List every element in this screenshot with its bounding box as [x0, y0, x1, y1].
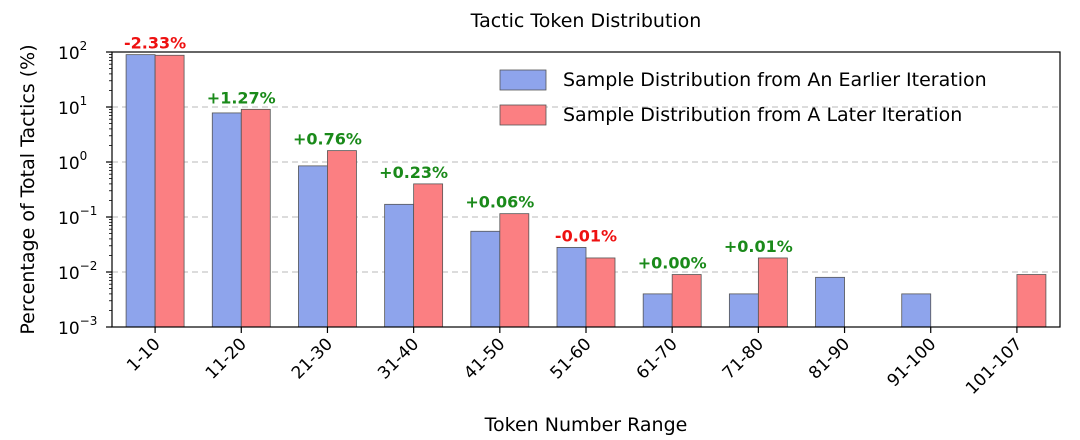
bar-later-21-30	[327, 150, 357, 328]
y-tick-base: 10	[58, 44, 80, 64]
bar-earlier-1-10	[125, 54, 156, 328]
y-tick-label: 101	[58, 94, 87, 119]
x-tick-label: 21-30	[288, 334, 337, 383]
x-tick-label: 71-80	[719, 334, 768, 383]
x-tick-label: 81-90	[805, 334, 854, 383]
x-tick-label: 51-60	[546, 334, 595, 383]
y-tick-exponent: 2	[80, 39, 88, 53]
annotations: -2.33% +1.27% +0.76% +0.23% +0.06% -0.01% +0.0…	[124, 34, 793, 273]
chart-title: Tactic Token Distribution	[470, 10, 702, 32]
x-tick-label: 31-40	[374, 334, 423, 383]
change-annotation: +0.00%	[638, 254, 707, 273]
change-annotation: +0.23%	[379, 163, 448, 182]
y-tick-base: 10	[58, 209, 80, 229]
bar-earlier-11-20	[211, 112, 242, 328]
bar-later-31-40	[413, 183, 444, 328]
bar-earlier-41-50	[470, 230, 501, 328]
bar-later-41-50	[499, 213, 530, 328]
legend-label: Sample Distribution from An Earlier Iter…	[563, 69, 987, 91]
x-axis-label: Token Number Range	[484, 414, 688, 436]
x-tick-label: 101-107	[962, 334, 1026, 398]
change-annotation: +0.76%	[293, 130, 362, 149]
y-tick-base: 10	[58, 264, 80, 284]
y-tick-label: 102	[58, 39, 87, 64]
y-tick-exponent: 0	[80, 149, 88, 163]
bar-earlier-61-70	[642, 293, 673, 328]
y-tick-label: 10−1	[58, 204, 97, 229]
change-annotation: -2.33%	[124, 34, 186, 53]
x-tick-label: 41-50	[460, 334, 509, 383]
bar-earlier-81-90	[815, 276, 845, 328]
bar-later-71-80	[757, 257, 788, 328]
y-tick-base: 10	[58, 154, 80, 174]
bar-earlier-91-100	[901, 293, 932, 328]
legend-swatch	[499, 69, 547, 91]
bar-later-11-20	[240, 108, 271, 328]
x-tick-label: 1-10	[123, 334, 164, 375]
legend-label: Sample Distribution from A Later Iterati…	[563, 104, 962, 126]
y-tick-base: 10	[58, 319, 80, 339]
bars	[125, 54, 1047, 328]
y-tick-label: 10−2	[58, 259, 97, 284]
y-tick-exponent: 1	[80, 94, 88, 108]
bar-later-61-70	[671, 274, 702, 328]
y-axis-label: Percentage of Total Tactics (%)	[17, 44, 39, 334]
change-annotation: +0.06%	[465, 193, 534, 212]
bar-earlier-51-60	[556, 247, 587, 328]
change-annotation: -0.01%	[555, 226, 617, 245]
change-annotation: +1.27%	[207, 88, 276, 107]
bar-later-51-60	[585, 257, 616, 328]
x-axis-ticks: 1-10 11-20 21-30 31-40 41-50 51-60 61-70 71-80 8…	[123, 327, 1026, 399]
legend: Sample Distribution from An Earlier Iter…	[499, 69, 987, 126]
bar-earlier-31-40	[384, 203, 415, 328]
y-tick-label: 10−3	[58, 314, 97, 339]
bar-earlier-71-80	[728, 293, 759, 328]
x-tick-label: 61-70	[633, 334, 682, 383]
x-tick-label: 11-20	[202, 334, 251, 383]
bar-later-101-107	[1016, 274, 1047, 328]
y-tick-exponent: −3	[80, 314, 98, 328]
y-tick-exponent: −2	[80, 259, 98, 273]
legend-swatch	[499, 104, 547, 126]
bar-earlier-21-30	[298, 165, 328, 328]
change-annotation: +0.01%	[724, 237, 793, 256]
bar-later-1-10	[154, 54, 185, 328]
x-tick-label: 91-100	[884, 334, 941, 391]
y-tick-label: 100	[58, 149, 87, 174]
y-tick-base: 10	[58, 99, 80, 119]
y-tick-exponent: −1	[80, 204, 98, 218]
